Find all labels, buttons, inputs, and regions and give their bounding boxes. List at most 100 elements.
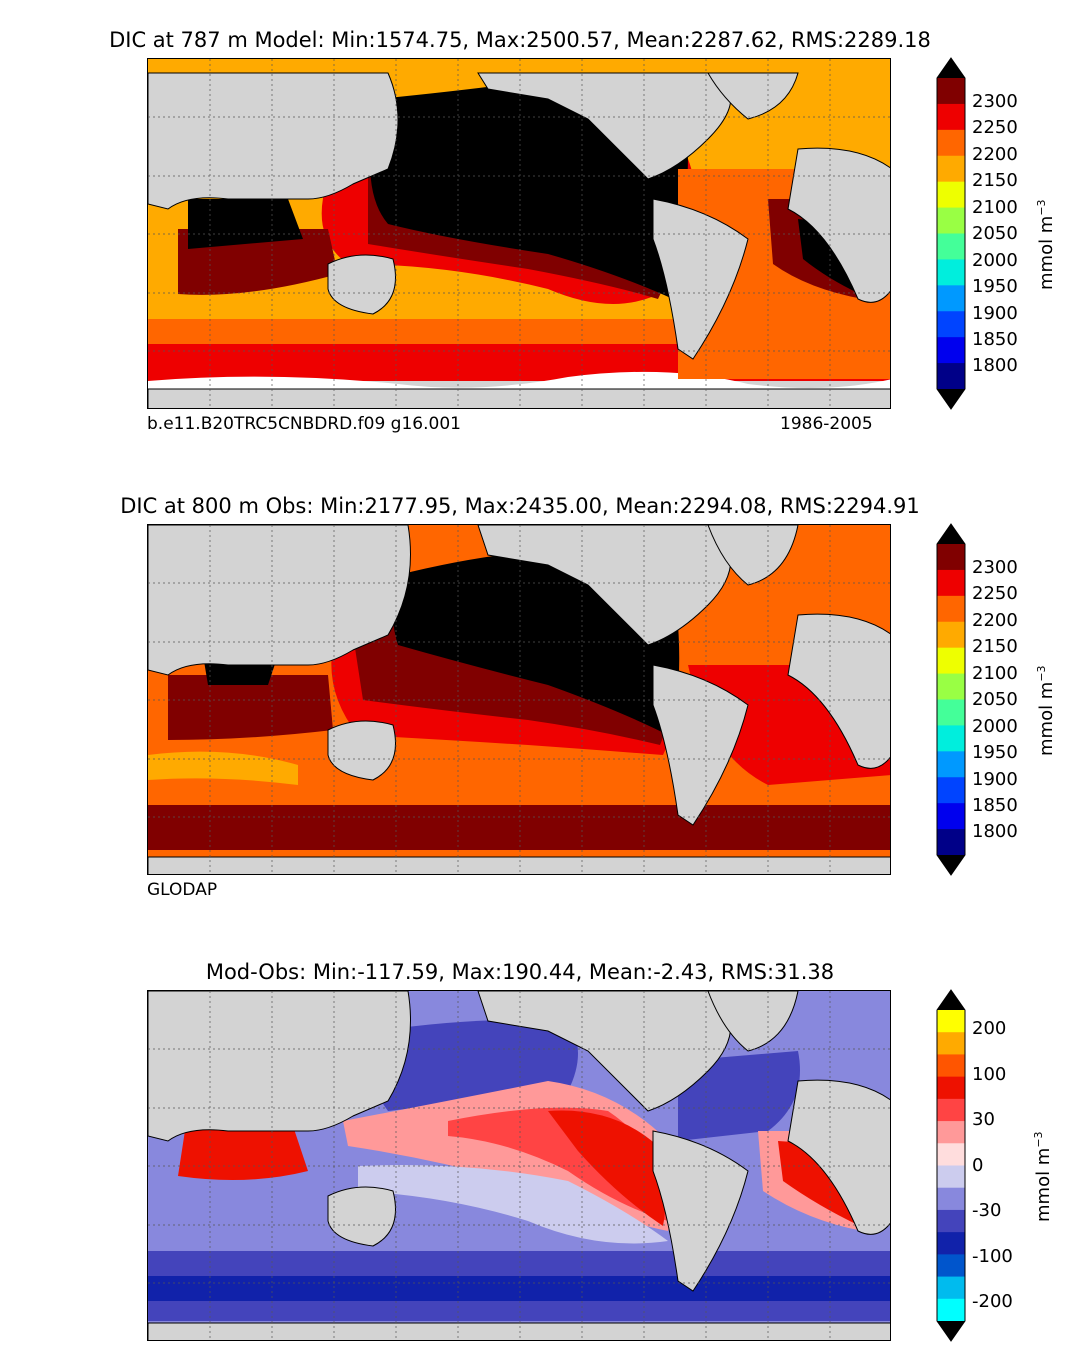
colorbar-tick-label: 200 [972, 1018, 1007, 1039]
colorbar-segment [937, 155, 965, 183]
colorbar-extend-min [937, 1321, 965, 1341]
contour-band [148, 1276, 890, 1301]
colorbar-segment [937, 233, 965, 260]
colorbar-segment [937, 1143, 965, 1166]
colorbar-segment [937, 1209, 965, 1233]
colorbar-segment [937, 1054, 965, 1078]
colorbar-segment [937, 725, 965, 752]
colorbar-segment [937, 311, 965, 338]
colorbar-segment [937, 1165, 965, 1189]
colorbar-segment [937, 259, 965, 286]
unit-exponent: −3 [1035, 199, 1048, 216]
colorbar-segment [937, 1276, 965, 1300]
colorbar-segment [937, 569, 965, 597]
map-model [147, 58, 891, 409]
panel-obs: DIC at 800 m Obs: Min:2177.95, Max:2435.… [0, 466, 1087, 926]
colorbar-unit: mmol m−3 [1032, 1131, 1054, 1222]
land-eurasia [148, 991, 411, 1142]
colorbar-segment [937, 1076, 965, 1100]
colorbar-tick-label: 2050 [972, 223, 1018, 244]
colorbar-tick-label: 1950 [972, 742, 1018, 763]
colorbar-segment [937, 103, 965, 131]
panel-diff: Mod-Obs: Min:-117.59, Max:190.44, Mean:-… [0, 932, 1087, 1372]
colorbar-segment [937, 647, 965, 675]
colorbar-tick-label: 2100 [972, 663, 1018, 684]
colorbar-tick-label: 2100 [972, 197, 1018, 218]
land-greenland [707, 72, 799, 120]
colorbar-tick-label: 2250 [972, 117, 1018, 138]
graticule [148, 525, 890, 874]
source-label: GLODAP [147, 880, 218, 900]
colorbar-tick-label: 2200 [972, 144, 1018, 165]
colorbar-tick-label: -200 [972, 1291, 1013, 1312]
colorbar-tick-label: 1950 [972, 276, 1018, 297]
colorbar-segment [937, 699, 965, 726]
panel-model: DIC at 787 m Model: Min:1574.75, Max:250… [0, 0, 1087, 460]
land-antarctica-coast [148, 388, 890, 408]
contour-band [188, 199, 303, 249]
colorbar-segment [937, 1098, 965, 1122]
contour-band [548, 1110, 666, 1226]
colorbar-tick-label: -30 [972, 1200, 1002, 1221]
colorbar-segment [937, 1187, 965, 1211]
colorbar-segment [937, 1032, 965, 1055]
period-label: 1986-2005 [780, 414, 873, 434]
panel-title: DIC at 800 m Obs: Min:2177.95, Max:2435.… [120, 494, 920, 518]
colorbar-segment [937, 595, 965, 623]
land-antarctica-coast [148, 1322, 890, 1340]
land-africa [787, 147, 890, 303]
colorbar-tick-label: 2150 [972, 170, 1018, 191]
run-id-label: b.e11.B20TRC5CNBDRD.f09 g16.001 [147, 414, 461, 434]
map-obs [147, 524, 891, 875]
colorbar-segment [937, 751, 965, 778]
colorbar-extend-min [937, 389, 965, 409]
unit-text: mmol m [1036, 681, 1057, 756]
colorbar-svg [936, 523, 966, 876]
colorbar-tick-label: 2000 [972, 250, 1018, 271]
colorbar-segment [937, 1121, 965, 1144]
land-africa [787, 613, 890, 769]
colorbar-svg [936, 989, 966, 1342]
colorbar-segment [937, 129, 965, 157]
colorbar-extend-max [937, 58, 965, 78]
land-greenland [707, 525, 799, 586]
contour-band [148, 751, 298, 785]
colorbar-tick-label: 2300 [972, 557, 1018, 578]
contour-band [148, 805, 890, 850]
unit-exponent: −3 [1035, 665, 1048, 682]
colorbar-svg [936, 57, 966, 410]
unit-exponent: −3 [1032, 1131, 1045, 1148]
colorbar-tick-label: 1800 [972, 821, 1018, 842]
graticule [148, 59, 890, 408]
land-africa [787, 1079, 890, 1235]
unit-text: mmol m [1033, 1147, 1054, 1222]
land-eurasia [148, 525, 411, 676]
colorbar-unit: mmol m−3 [1035, 199, 1057, 290]
colorbar [936, 57, 966, 410]
colorbar-segment [937, 1298, 965, 1322]
land-australia [327, 254, 396, 315]
colorbar-segment [937, 1010, 965, 1033]
colorbar-outline [936, 523, 966, 876]
colorbar-segment [937, 337, 965, 364]
land-south-america [652, 664, 749, 826]
colorbar-segment [937, 1254, 965, 1278]
colorbar-segment [937, 181, 965, 209]
land-australia [327, 1186, 396, 1247]
colorbar-extend-min [937, 855, 965, 875]
colorbar-tick-label: 1850 [972, 329, 1018, 350]
colorbar-tick-label: 2250 [972, 583, 1018, 604]
land-greenland [707, 991, 799, 1052]
contour-band [168, 675, 333, 740]
colorbar-segment [937, 777, 965, 804]
colorbar-segment [937, 544, 965, 571]
colorbar-segment [937, 673, 965, 700]
colorbar-outline [936, 989, 966, 1342]
colorbar-extend-max [937, 524, 965, 544]
colorbar-unit: mmol m−3 [1035, 665, 1057, 756]
colorbar-tick-label: -100 [972, 1246, 1013, 1267]
colorbar-tick-label: 30 [972, 1109, 995, 1130]
colorbar-segment [937, 1232, 965, 1255]
land-south-america [652, 198, 749, 360]
graticule [148, 991, 890, 1340]
